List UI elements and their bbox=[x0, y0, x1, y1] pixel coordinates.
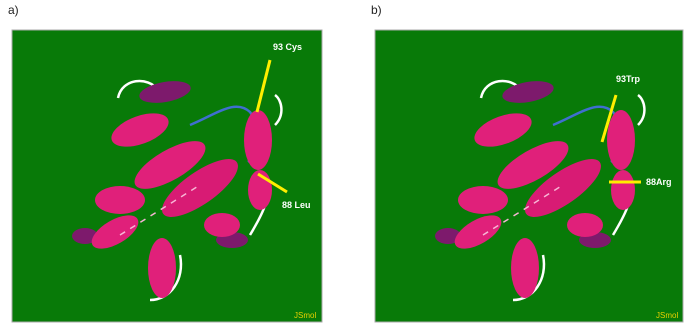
watermark: JSmol bbox=[656, 311, 678, 320]
figure: a) 93 Cys 88 Leu JSmol b) 93Trp 88Arg JS… bbox=[0, 0, 691, 327]
annotation: 88Arg bbox=[646, 177, 672, 187]
annotation: 88 Leu bbox=[282, 200, 311, 210]
watermark: JSmol bbox=[294, 311, 316, 320]
panel-label: b) bbox=[371, 3, 382, 17]
annotation: 93 Cys bbox=[273, 42, 302, 52]
panel-label: a) bbox=[8, 3, 19, 17]
annotation: 93Trp bbox=[616, 74, 641, 84]
